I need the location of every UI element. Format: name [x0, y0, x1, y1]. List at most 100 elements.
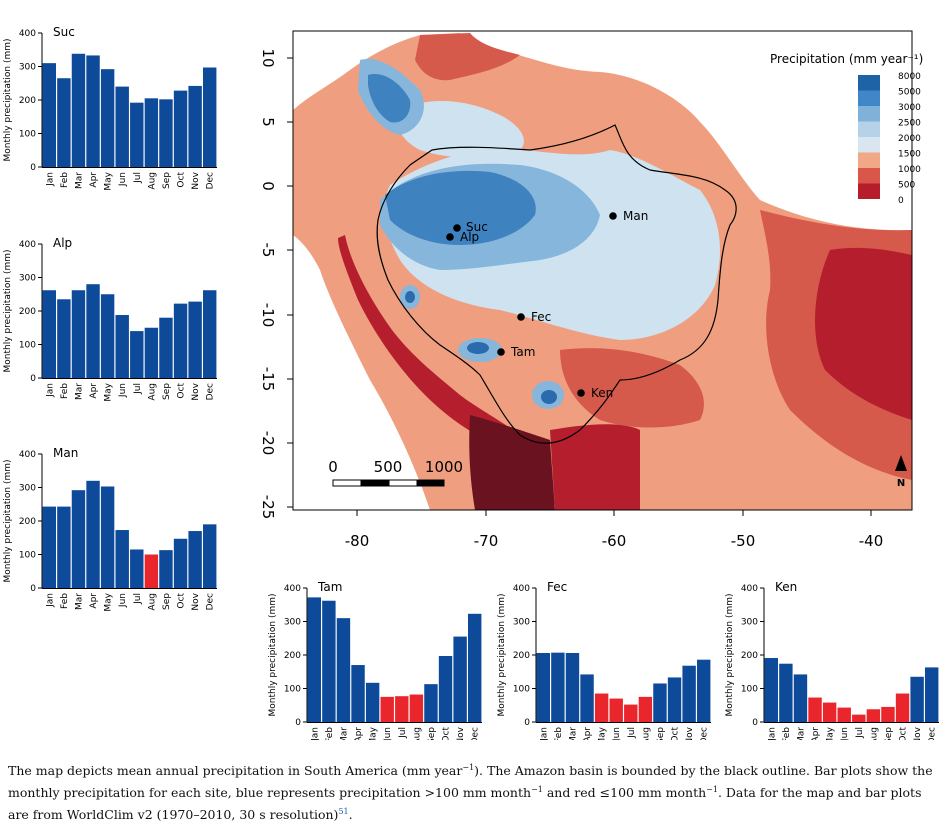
month-label-ken-jul: Jul [855, 727, 865, 739]
scale-label-1000: 1000 [425, 458, 463, 476]
month-label-tam-oct: Oct [442, 727, 452, 740]
chart-title-fec: Fec [547, 580, 567, 594]
y-tick-label-alp-1: 100 [19, 341, 36, 351]
month-label-alp-mar: Mar [74, 383, 84, 400]
month-label-man-jan: Jan [45, 593, 55, 608]
y-tick-label-suc-0: 0 [30, 163, 36, 173]
y-tick-label-fec-0: 0 [524, 718, 530, 728]
month-label-ken-jan: Jan [767, 727, 777, 740]
bar-chart-tam: 0 100 200 300 400 Tam Monthly precipitation (m… [268, 580, 482, 740]
bar-fec-nov [682, 665, 696, 722]
caption-text-4: . Data for the map and bar plots are fro… [8, 785, 922, 822]
map-x-tick-label-4: -40 [859, 532, 884, 550]
map-ken-spot-core [541, 390, 557, 404]
month-label-alp-sep: Sep [162, 383, 172, 400]
month-label-ken-feb: Feb [782, 727, 792, 740]
month-label-tam-dec: Dec [471, 727, 481, 740]
month-label-man-apr: Apr [89, 593, 99, 609]
bar-alp-oct [173, 303, 188, 378]
bar-suc-dec [203, 67, 217, 167]
bar-suc-jul [130, 102, 144, 167]
bar-ken-aug [866, 709, 881, 722]
y-tick-label-suc-1: 100 [19, 130, 36, 140]
month-label-alp-may: May [104, 382, 114, 401]
month-label-suc-jun: Jun [118, 172, 128, 187]
month-label-alp-jun: Jun [118, 383, 128, 398]
month-label-man-jun: Jun [118, 593, 128, 608]
legend-level-2: 3000 [898, 103, 921, 113]
legend-level-0: 8000 [898, 72, 921, 82]
bar-ken-jan [764, 658, 778, 722]
caption-reference-link[interactable]: 51 [338, 806, 349, 816]
legend-swatch-3 [858, 121, 880, 137]
y-tick-label-man-2: 200 [19, 517, 36, 527]
bar-tam-dec [468, 613, 482, 722]
map-y-tick-label-1: 5 [259, 117, 277, 127]
y-axis-label-suc: Monthly precipitation (mm) [3, 38, 13, 161]
month-label-suc-aug: Aug [147, 172, 157, 190]
month-label-ken-aug: Aug [869, 727, 879, 740]
legend-swatch-2 [858, 106, 880, 122]
scale-segment-2 [360, 479, 390, 487]
map-y-tick-label-2: 0 [259, 181, 277, 191]
month-label-alp-apr: Apr [89, 383, 99, 399]
bar-fec-sep [653, 683, 667, 722]
legend-level-6: 1000 [898, 165, 921, 175]
month-label-alp-jul: Jul [133, 383, 143, 395]
month-label-suc-jul: Jul [133, 172, 143, 184]
map-y-tick-label-7: -25 [259, 495, 277, 520]
month-label-tam-apr: Apr [354, 727, 364, 740]
month-label-fec-oct: Oct [671, 727, 681, 740]
month-label-suc-feb: Feb [60, 172, 70, 188]
month-label-fec-dec: Dec [700, 727, 710, 740]
month-label-suc-jan: Jan [45, 172, 55, 187]
bar-alp-feb [57, 299, 71, 378]
month-label-ken-may: May [826, 726, 836, 740]
month-label-tam-feb: Feb [325, 727, 335, 740]
month-label-ken-jun: Jun [840, 727, 850, 740]
bar-alp-apr [86, 284, 100, 378]
bar-man-feb [57, 506, 71, 588]
map-south-dark [469, 415, 555, 510]
month-label-fec-feb: Feb [554, 727, 564, 740]
bar-man-aug [144, 554, 159, 588]
map-y-tick-label-4: -10 [259, 303, 277, 328]
month-label-fec-mar: Mar [568, 727, 578, 740]
bar-chart-ken: 0 100 200 300 400 Ken Monthly precipitation (m… [725, 580, 939, 740]
chart-title-suc: Suc [53, 25, 75, 39]
caption-text-3: and red ≤100 mm month [542, 785, 707, 800]
bar-ken-feb [779, 663, 793, 722]
map-tam-spot-core [467, 342, 489, 354]
scale-segment-3 [388, 479, 418, 487]
bar-suc-aug [144, 98, 159, 167]
y-tick-label-tam-0: 0 [295, 718, 301, 728]
legend-swatch-6 [858, 168, 880, 184]
precipitation-map: -80 -70 -60 -50 -40 10 5 0 -5 -10 -15 -20 -25 SucAlp… [259, 30, 923, 550]
bar-chart-fec: 0 100 200 300 400 Fec Monthly precipitation (m… [497, 580, 711, 740]
legend-level-8: 0 [898, 196, 904, 206]
month-label-tam-may: May [369, 726, 379, 740]
bar-tam-aug [409, 694, 424, 722]
month-label-suc-may: May [104, 171, 114, 190]
y-tick-label-ken-0: 0 [752, 718, 758, 728]
bar-tam-nov [453, 636, 467, 722]
month-label-ken-sep: Sep [884, 727, 894, 740]
map-amazon-blue [385, 170, 536, 245]
month-label-fec-jun: Jun [612, 727, 622, 740]
bar-suc-feb [57, 78, 71, 167]
y-tick-label-fec-3: 300 [513, 618, 530, 628]
month-label-fec-sep: Sep [656, 727, 666, 740]
month-label-ken-mar: Mar [796, 727, 806, 740]
month-label-alp-feb: Feb [60, 383, 70, 399]
month-label-suc-oct: Oct [177, 172, 187, 188]
month-label-suc-apr: Apr [89, 172, 99, 188]
bar-ken-mar [793, 674, 808, 722]
y-tick-label-tam-2: 200 [284, 651, 301, 661]
bar-alp-jul [130, 331, 144, 378]
month-label-alp-dec: Dec [206, 383, 216, 400]
y-tick-label-suc-4: 400 [19, 29, 36, 39]
legend-swatch-1 [858, 90, 880, 106]
bar-ken-sep [881, 706, 895, 722]
y-axis-label-fec: Monthly precipitation (mm) [497, 593, 507, 716]
scale-label-0: 0 [328, 458, 338, 476]
